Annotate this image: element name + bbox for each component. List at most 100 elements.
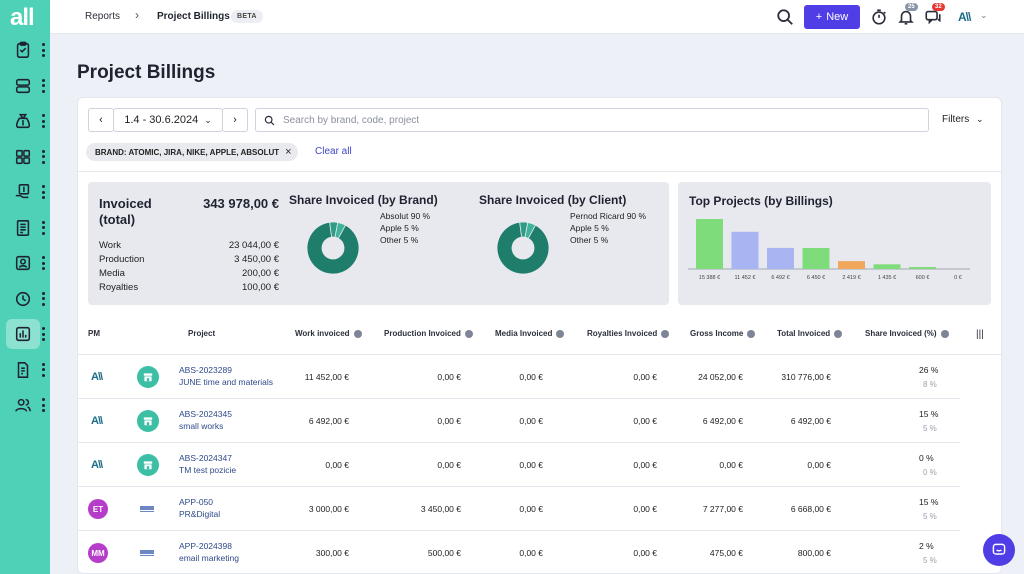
info-icon[interactable] [556,329,565,338]
bar-5[interactable] [873,264,901,269]
search-box[interactable] [255,108,929,132]
breadcrumb-reports[interactable]: Reports [85,11,121,22]
project-code-link[interactable]: ABS-2023289 [179,365,232,375]
sidebar-item-grid[interactable] [6,142,40,172]
store-icon [137,366,159,388]
table-row[interactable]: A\\ ABS-2024347 TM test pozicie 0,00 € 0,00 … [78,443,960,487]
new-button[interactable]: + New [804,5,860,29]
info-icon[interactable] [940,329,949,338]
table-row[interactable]: MM APP-2024398 email marketing 300,00 € 500,… [78,531,960,573]
cell-production: 0,00 € [437,460,461,470]
pm-avatar[interactable]: ET [88,499,108,519]
sidebar-item-ledger[interactable] [6,213,40,243]
col-production[interactable]: Production Invoiced [384,329,473,338]
more-options-icon[interactable] [40,149,46,164]
project-code-link[interactable]: APP-050 [179,497,214,507]
chevron-down-icon: ⌄ [976,114,984,124]
share-brand-title: Share Invoiced (by Brand) [289,193,438,207]
more-options-icon[interactable] [40,362,46,377]
more-options-icon[interactable] [40,291,46,306]
app-logo[interactable]: all [10,4,35,31]
more-options-icon[interactable] [40,43,46,57]
col-total[interactable]: Total Invoiced [777,329,843,338]
timer-icon[interactable] [869,7,889,27]
search-icon[interactable] [775,7,795,27]
info-icon[interactable] [464,329,473,338]
chevron-down-icon[interactable]: ⌄ [980,10,988,20]
bell-icon[interactable] [896,7,916,27]
more-options-icon[interactable] [40,327,46,341]
cell-production: 0,00 € [437,372,461,382]
pm-logo: A\\ [91,371,103,383]
next-period-button[interactable]: › [222,108,248,132]
project-name[interactable]: email marketing [179,553,239,563]
bar-1[interactable] [731,231,759,269]
info-icon[interactable] [661,329,670,338]
bar-6[interactable] [909,267,936,269]
invoiced-row-label: Media [99,268,125,279]
sidebar-item-clock[interactable] [6,284,40,314]
sidebar-item-money-bag[interactable] [6,106,40,136]
col-share[interactable]: Share Invoiced (%) [865,329,949,338]
project-name[interactable]: small works [179,421,224,431]
project-code-link[interactable]: ABS-2024345 [179,409,232,419]
support-chat-button[interactable] [983,534,1015,566]
search-input[interactable] [283,114,883,126]
sidebar-item-invoice-hand[interactable] [6,177,40,207]
table-row[interactable]: A\\ ABS-2024345 small works 6 492,00 € 0,00 … [78,399,960,443]
col-project[interactable]: Project [188,329,216,338]
clear-all-link[interactable]: Clear all [315,146,352,157]
pm-avatar[interactable]: MM [88,543,108,563]
info-icon[interactable] [353,329,362,338]
sidebar-item-bar-chart[interactable] [6,319,40,349]
donut-slice-other[interactable] [334,221,347,239]
info-icon[interactable] [834,329,843,338]
cell-gross: 0,00 € [719,460,743,470]
filters-button[interactable]: Filters ⌄ [942,114,984,125]
table-row[interactable]: ET APP-050 PR&Digital 3 000,00 € 3 450,00 € 0… [78,487,960,531]
col-gross[interactable]: Gross Income [690,329,756,338]
columns-icon[interactable]: ||| [976,329,984,340]
donut-slice-other[interactable] [524,221,537,239]
prev-period-button[interactable]: ‹ [88,108,114,132]
sidebar-item-users[interactable] [6,390,40,420]
project-name[interactable]: TM test pozicie [179,465,237,475]
user-menu-logo[interactable]: A\\ [958,10,971,24]
project-code-link[interactable]: APP-2024398 [179,541,232,551]
ledger-icon [16,219,30,236]
project-code-link[interactable]: ABS-2024347 [179,453,232,463]
col-royalties[interactable]: Royalties Invoiced [587,329,670,338]
more-options-icon[interactable] [40,78,46,93]
bar-2[interactable] [767,247,794,269]
more-options-icon[interactable] [40,220,46,235]
date-range-picker[interactable]: 1.4 - 30.6.2024 ⌄ [113,108,223,132]
more-options-icon[interactable] [40,114,46,128]
info-icon[interactable] [747,329,756,338]
bar-3[interactable] [802,248,830,269]
share-value: 15 % [919,497,939,507]
chat-icon[interactable] [923,7,943,27]
table-row[interactable]: A\\ ABS-2023289 JUNE time and materials 11 … [78,355,960,399]
more-options-icon[interactable] [40,398,46,412]
col-work[interactable]: Work invoiced [295,329,362,338]
bar-0[interactable] [696,219,723,269]
bar-tick-label: 6 450 € [807,275,825,281]
sidebar-item-clipboard-check[interactable] [6,35,40,65]
project-name[interactable]: JUNE time and materials [179,377,274,387]
more-options-icon[interactable] [40,256,46,270]
close-icon[interactable]: × [285,146,292,158]
invoiced-breakdown-row: Media 200,00 € [99,268,279,279]
more-options-icon[interactable] [40,185,46,199]
donut-slice-pernod-ricard[interactable] [496,221,550,275]
project-name[interactable]: PR&Digital [179,509,221,519]
sidebar-item-server-stack[interactable] [6,71,40,101]
sidebar-item-document-money[interactable] [6,355,40,385]
invoiced-breakdown-row: Work 23 044,00 € [99,240,279,251]
col-media[interactable]: Media Invoiced [495,329,565,338]
document-money-icon [17,361,29,378]
donut-slice-absolut[interactable] [306,221,360,275]
sidebar-item-contact-card[interactable] [6,248,40,278]
messages-badge: 32 [932,3,945,11]
col-pm[interactable]: PM [88,329,100,338]
bar-4[interactable] [838,261,865,269]
